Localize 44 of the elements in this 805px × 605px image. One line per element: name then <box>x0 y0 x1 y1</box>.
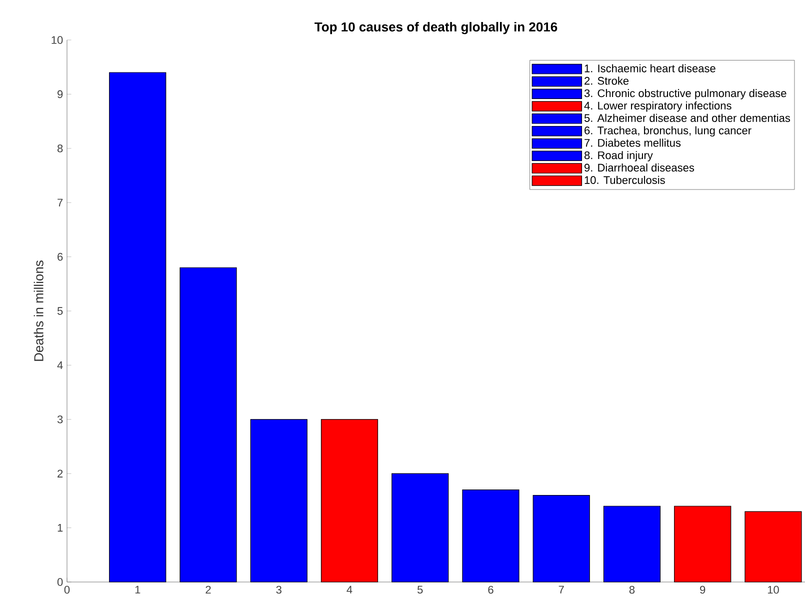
y-tick-label: 3 <box>57 415 63 424</box>
bar <box>744 511 802 582</box>
legend-label: 1. Ischaemic heart disease <box>584 64 716 72</box>
legend-label: 8. Road injury <box>584 151 653 162</box>
y-tick-label: 10 <box>52 36 63 44</box>
bar <box>392 473 449 582</box>
y-tick-label: 2 <box>58 470 63 478</box>
x-tick-label: 7 <box>558 586 564 594</box>
bar <box>180 267 237 582</box>
legend-label: 2. Stroke <box>584 76 629 85</box>
legend-label: 7. Diabetes mellitus <box>584 138 681 147</box>
bar <box>320 419 378 582</box>
y-tick-label: 0 <box>57 578 63 586</box>
legend-label: 3. Chronic obstructive pulmonary disease <box>584 89 786 100</box>
bar <box>532 494 590 582</box>
bar <box>462 490 520 582</box>
y-tick-label: 9 <box>58 90 63 98</box>
x-tick-label: 10 <box>768 586 779 594</box>
x-tick-label: 1 <box>135 586 140 594</box>
x-tick-label: 5 <box>417 586 423 594</box>
y-tick-label: 6 <box>58 252 63 261</box>
y-axis-title: Deaths in millions <box>34 260 44 361</box>
x-tick-label: 9 <box>700 586 706 594</box>
legend-label: 6. Trachea, bronchus, lung cancer <box>584 126 752 137</box>
x-tick-label: 3 <box>276 586 282 594</box>
legend-label: 5. Alzheimer disease and other dementias <box>584 114 790 122</box>
bar <box>250 419 308 582</box>
bar <box>603 506 661 582</box>
y-tick-label: 1 <box>58 524 63 532</box>
y-tick-label: 5 <box>57 307 63 315</box>
x-tick-label: 6 <box>488 586 494 594</box>
legend-label: 10. Tuberculosis <box>584 176 665 184</box>
legend-label: 4. Lower respiratory infections <box>584 101 732 112</box>
bar <box>674 506 732 582</box>
y-tick-label: 4 <box>57 361 63 369</box>
x-tick-label: 8 <box>629 586 635 594</box>
x-tick-label: 4 <box>346 586 352 594</box>
bar <box>109 72 166 582</box>
x-tick-label: 2 <box>206 586 211 594</box>
y-tick-label: 7 <box>58 198 63 206</box>
legend-label: 9. Diarrhoeal diseases <box>584 163 694 172</box>
x-tick-label: 0 <box>64 586 70 594</box>
y-tick-label: 8 <box>58 144 63 152</box>
chart-title: Top 10 causes of death globally in 2016 <box>314 22 558 34</box>
